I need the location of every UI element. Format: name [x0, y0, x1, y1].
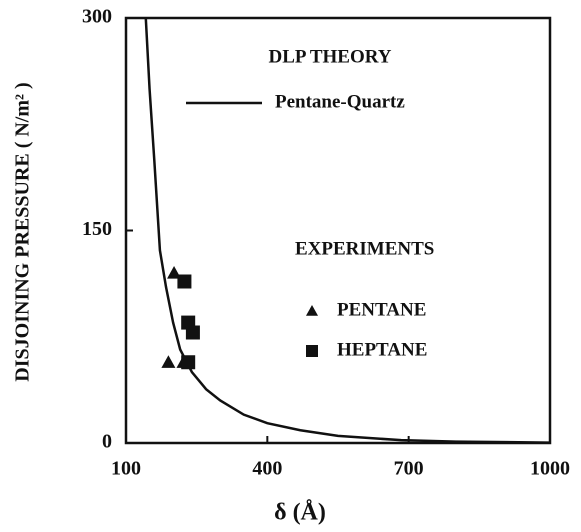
annotation: EXPERIMENTS	[295, 238, 434, 259]
legend-marker	[306, 305, 318, 316]
legend-label: HEPTANE	[337, 339, 427, 360]
data-point	[181, 355, 196, 370]
y-tick-label: 150	[82, 218, 112, 240]
x-axis-label: δ (Å)	[274, 500, 326, 526]
x-tick-label: 700	[394, 458, 424, 480]
legend-label: Pentane-Quartz	[275, 91, 405, 112]
plot-frame	[124, 16, 552, 445]
data-point	[185, 325, 200, 340]
annotation: DLP THEORY	[268, 46, 391, 67]
y-tick-label: 300	[82, 6, 112, 28]
data-point	[161, 355, 176, 368]
legend-label: PENTANE	[337, 299, 426, 320]
x-tick-label: 400	[252, 458, 282, 480]
x-tick-label: 100	[111, 458, 141, 480]
y-tick-label: 0	[102, 431, 112, 453]
data-point	[177, 274, 192, 289]
legend-marker	[306, 345, 318, 357]
theory-line	[144, 18, 550, 443]
y-axis-label: DISJOINING PRESSURE ( N/m² )	[12, 82, 34, 381]
x-tick-label: 1000	[530, 458, 570, 480]
